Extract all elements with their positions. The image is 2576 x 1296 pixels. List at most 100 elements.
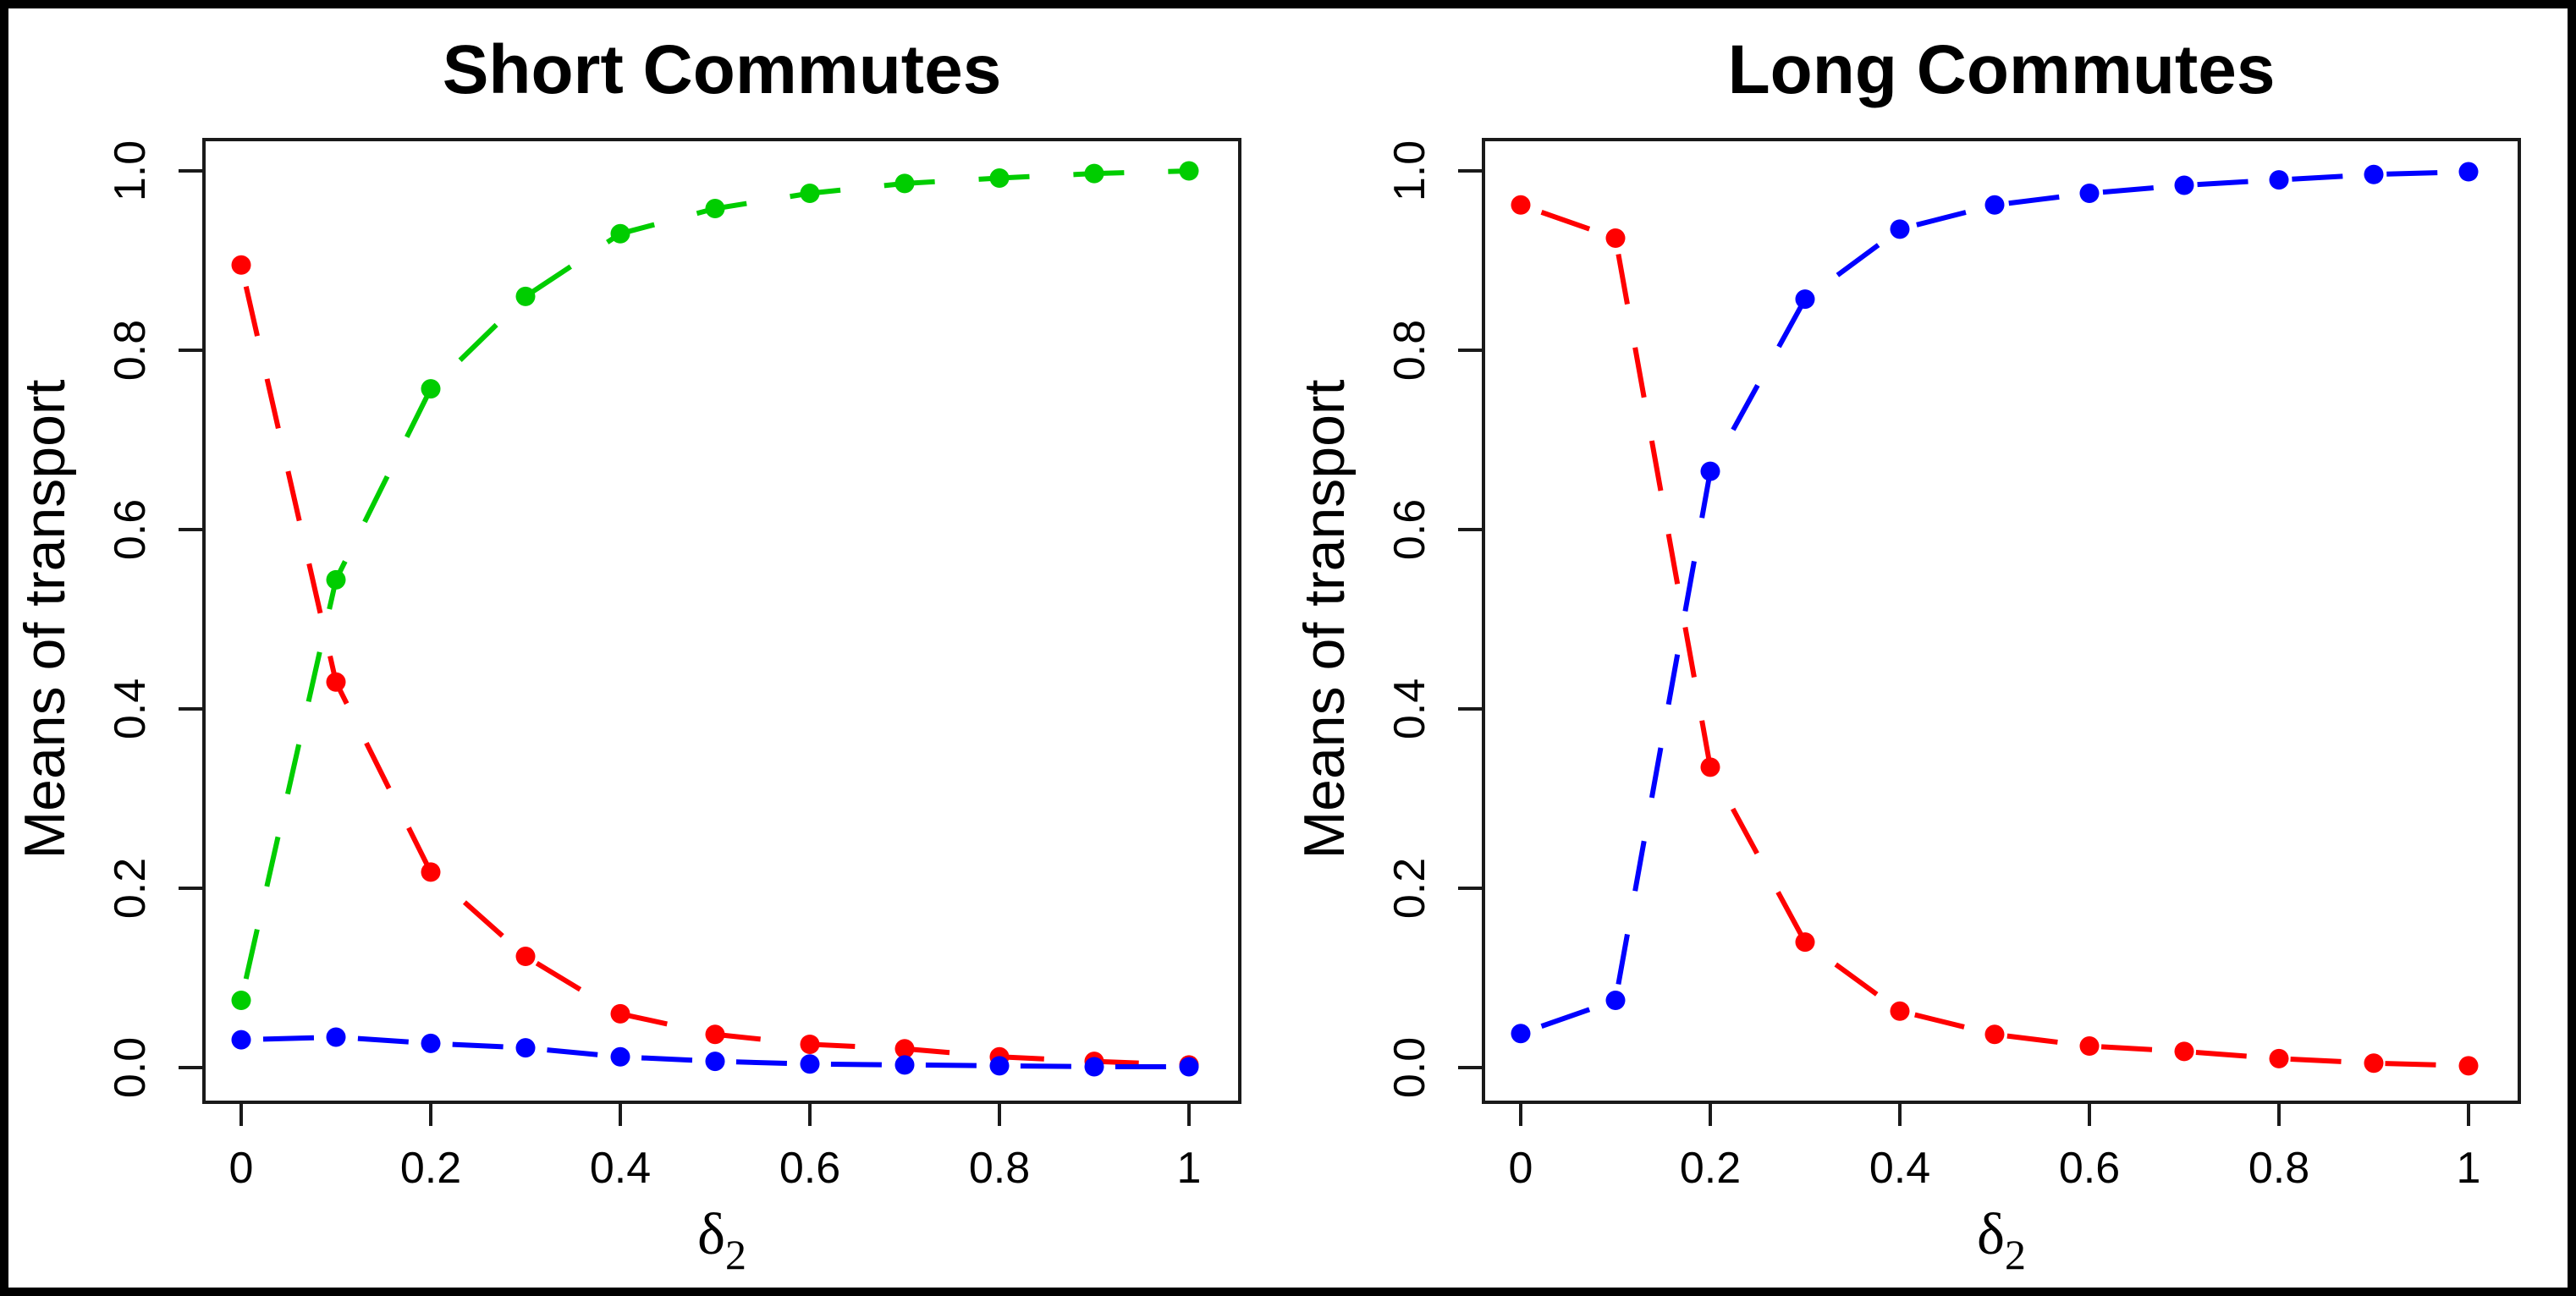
- chart-title: Short Commutes: [443, 31, 1002, 108]
- data-point: [1700, 757, 1720, 777]
- plot-box: [1482, 138, 2521, 1104]
- series-red-line: [239, 264, 1190, 1068]
- x-tick-label: 0.2: [400, 1144, 461, 1193]
- x-axis-label: δ2: [697, 1202, 746, 1278]
- series-blue-line: [240, 1034, 1189, 1069]
- series-blue-points: [1511, 162, 2479, 1044]
- data-point: [231, 255, 251, 275]
- x-tick-label: 0.2: [1680, 1144, 1741, 1193]
- y-tick-label: 0.4: [1385, 678, 1434, 739]
- chart-title: Long Commutes: [1728, 31, 2276, 108]
- short-commutes-panel: 0 0.2 0.4 0.6 0.8 1 0.0 0.2 0.4 0.6 0.8 1.0 Short Co…: [8, 8, 1288, 1288]
- data-point: [894, 1039, 915, 1059]
- data-point: [2364, 1053, 2384, 1074]
- y-tick-label: 0.2: [1385, 858, 1434, 919]
- data-point: [610, 1003, 630, 1024]
- data-point: [1795, 289, 1815, 310]
- x-axis-label: δ2: [1977, 1202, 2026, 1278]
- x-axis-label-subscript: 2: [2005, 1231, 2026, 1278]
- series-blue-line: [1520, 169, 2469, 1036]
- data-point: [515, 286, 536, 306]
- data-point: [610, 1046, 630, 1067]
- y-tick-label: 0.8: [1385, 320, 1434, 381]
- data-point: [2458, 1056, 2479, 1076]
- data-point: [800, 184, 820, 203]
- data-point: [610, 223, 630, 244]
- data-point: [1890, 219, 1910, 239]
- series-green-line: [239, 168, 1190, 1002]
- data-point: [1890, 1001, 1910, 1021]
- y-tick-label: 0.8: [106, 320, 155, 381]
- data-point: [515, 947, 536, 967]
- short-commutes-chart: 0 0.2 0.4 0.6 0.8 1 0.0 0.2 0.4 0.6 0.8 1.0 Short Co…: [13, 31, 1241, 1278]
- data-point: [1511, 1024, 1531, 1044]
- data-point: [2174, 175, 2194, 195]
- data-point: [1984, 1024, 2005, 1045]
- x-tick-label: 0.6: [779, 1144, 840, 1193]
- data-point: [989, 167, 1010, 188]
- x-tick-label: 0: [229, 1144, 254, 1193]
- long-commutes-panel: 0 0.2 0.4 0.6 0.8 1 0.0 0.2 0.4 0.6 0.8 1.0 Long Com…: [1288, 8, 2568, 1288]
- data-point: [989, 1056, 1010, 1076]
- data-point: [2364, 164, 2384, 184]
- data-point: [1179, 161, 1199, 181]
- data-point: [1179, 1057, 1199, 1077]
- data-point: [1084, 163, 1104, 184]
- data-point: [2269, 1048, 2289, 1068]
- series-red-points: [1511, 195, 2479, 1076]
- data-point: [1700, 461, 1720, 481]
- y-tick-label: 0.4: [106, 678, 155, 739]
- data-point: [800, 1034, 820, 1054]
- data-point: [326, 569, 346, 590]
- y-tick-label: 0.0: [1385, 1037, 1434, 1098]
- series-blue-points: [231, 1027, 1199, 1077]
- data-point: [705, 1052, 725, 1072]
- data-point: [2458, 162, 2479, 182]
- y-axis-label: Means of transport: [13, 379, 77, 859]
- data-point: [2079, 184, 2100, 203]
- x-tick-label: 0.4: [590, 1144, 651, 1193]
- series-red-points: [231, 255, 1199, 1075]
- y-tick-label: 0.6: [1385, 499, 1434, 560]
- x-tick-label: 1: [2457, 1144, 2481, 1193]
- long-commutes-chart: 0 0.2 0.4 0.6 0.8 1 0.0 0.2 0.4 0.6 0.8 1.0 Long Com…: [1292, 31, 2521, 1278]
- data-point: [2174, 1041, 2194, 1062]
- data-point: [2079, 1036, 2100, 1057]
- x-tick-label: 1: [1177, 1144, 1202, 1193]
- data-point: [326, 672, 346, 692]
- data-point: [800, 1054, 820, 1074]
- y-tick-label: 0.0: [106, 1037, 155, 1098]
- data-point: [231, 1030, 251, 1050]
- x-tick-label: 0.8: [969, 1144, 1030, 1193]
- x-tick-label: 0: [1509, 1144, 1533, 1193]
- data-point: [231, 991, 251, 1010]
- plot-box: [202, 138, 1241, 1104]
- x-axis-label-symbol: δ: [697, 1202, 725, 1267]
- data-point: [326, 1027, 346, 1047]
- data-point: [515, 1038, 536, 1058]
- x-tick-label: 0.4: [1869, 1144, 1930, 1193]
- data-point: [894, 173, 915, 194]
- x-axis-label-symbol: δ: [1977, 1202, 2005, 1267]
- y-tick-label: 0.2: [106, 858, 155, 919]
- x-axis-label-subscript: 2: [725, 1231, 746, 1278]
- data-point: [1605, 991, 1626, 1010]
- data-point: [705, 199, 725, 219]
- data-point: [2269, 170, 2289, 190]
- data-point: [1511, 195, 1531, 215]
- x-tick-label: 0.6: [2059, 1144, 2120, 1193]
- data-point: [1084, 1057, 1104, 1077]
- data-point: [1795, 932, 1815, 953]
- y-tick-label: 1.0: [106, 140, 155, 201]
- y-axis-label: Means of transport: [1292, 379, 1357, 859]
- y-tick-label: 0.6: [106, 499, 155, 560]
- x-tick-label: 0.8: [2248, 1144, 2309, 1193]
- y-tick-label: 1.0: [1385, 140, 1434, 201]
- data-point: [705, 1024, 725, 1045]
- data-point: [421, 862, 441, 882]
- data-point: [1984, 195, 2005, 215]
- data-point: [421, 1033, 441, 1053]
- series-green-points: [231, 161, 1199, 1010]
- data-point: [1605, 228, 1626, 248]
